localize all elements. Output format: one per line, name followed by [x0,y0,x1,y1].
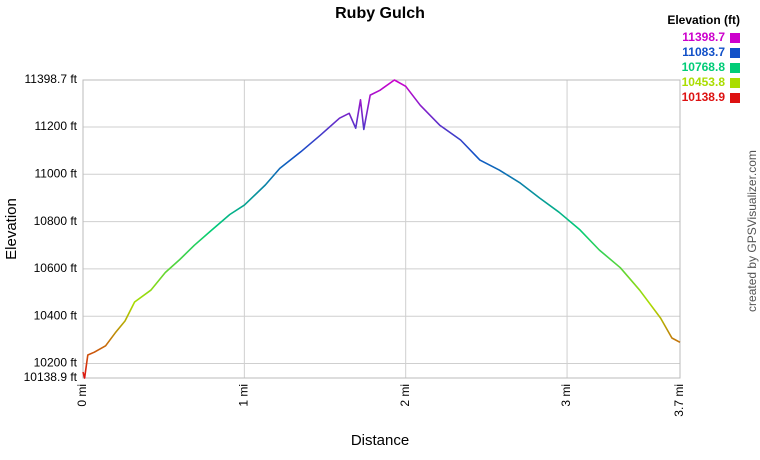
legend-swatch [730,48,740,58]
legend-label: 10453.8 [682,75,726,89]
legend-label: 11083.7 [682,45,725,59]
x-tick-label: 3 mi [559,384,573,407]
x-tick-label: 0 mi [75,384,89,407]
y-tick-label: 10138.9 ft [24,370,78,384]
x-tick-label: 2 mi [398,384,412,407]
legend-title: Elevation (ft) [667,13,740,27]
x-tick-label: 3.7 mi [672,384,686,417]
y-tick-label: 10400 ft [34,308,78,322]
chart-title: Ruby Gulch [335,5,425,22]
y-tick-label: 11000 ft [35,166,78,180]
legend-swatch [730,93,740,103]
legend-swatch [730,33,740,43]
x-axis-label: Distance [351,432,409,449]
x-tick-label: 1 mi [237,384,251,407]
y-tick-label: 10200 ft [34,356,78,370]
legend-label: 10768.8 [682,60,726,74]
y-tick-label: 10800 ft [34,214,78,228]
elevation-line [82,79,681,379]
legend-label: 11398.7 [682,30,725,44]
y-tick-label: 10600 ft [34,261,78,275]
legend-label: 10138.9 [682,90,726,104]
credit: created by GPSVisualizer.com [745,150,759,312]
plot-frame [82,79,681,379]
y-tick-label: 11200 ft [35,119,78,133]
y-tick-label: 11398.7 ft [25,72,78,86]
legend-swatch [730,63,740,73]
y-axis-label: Elevation [3,198,20,260]
legend-swatch [730,78,740,88]
